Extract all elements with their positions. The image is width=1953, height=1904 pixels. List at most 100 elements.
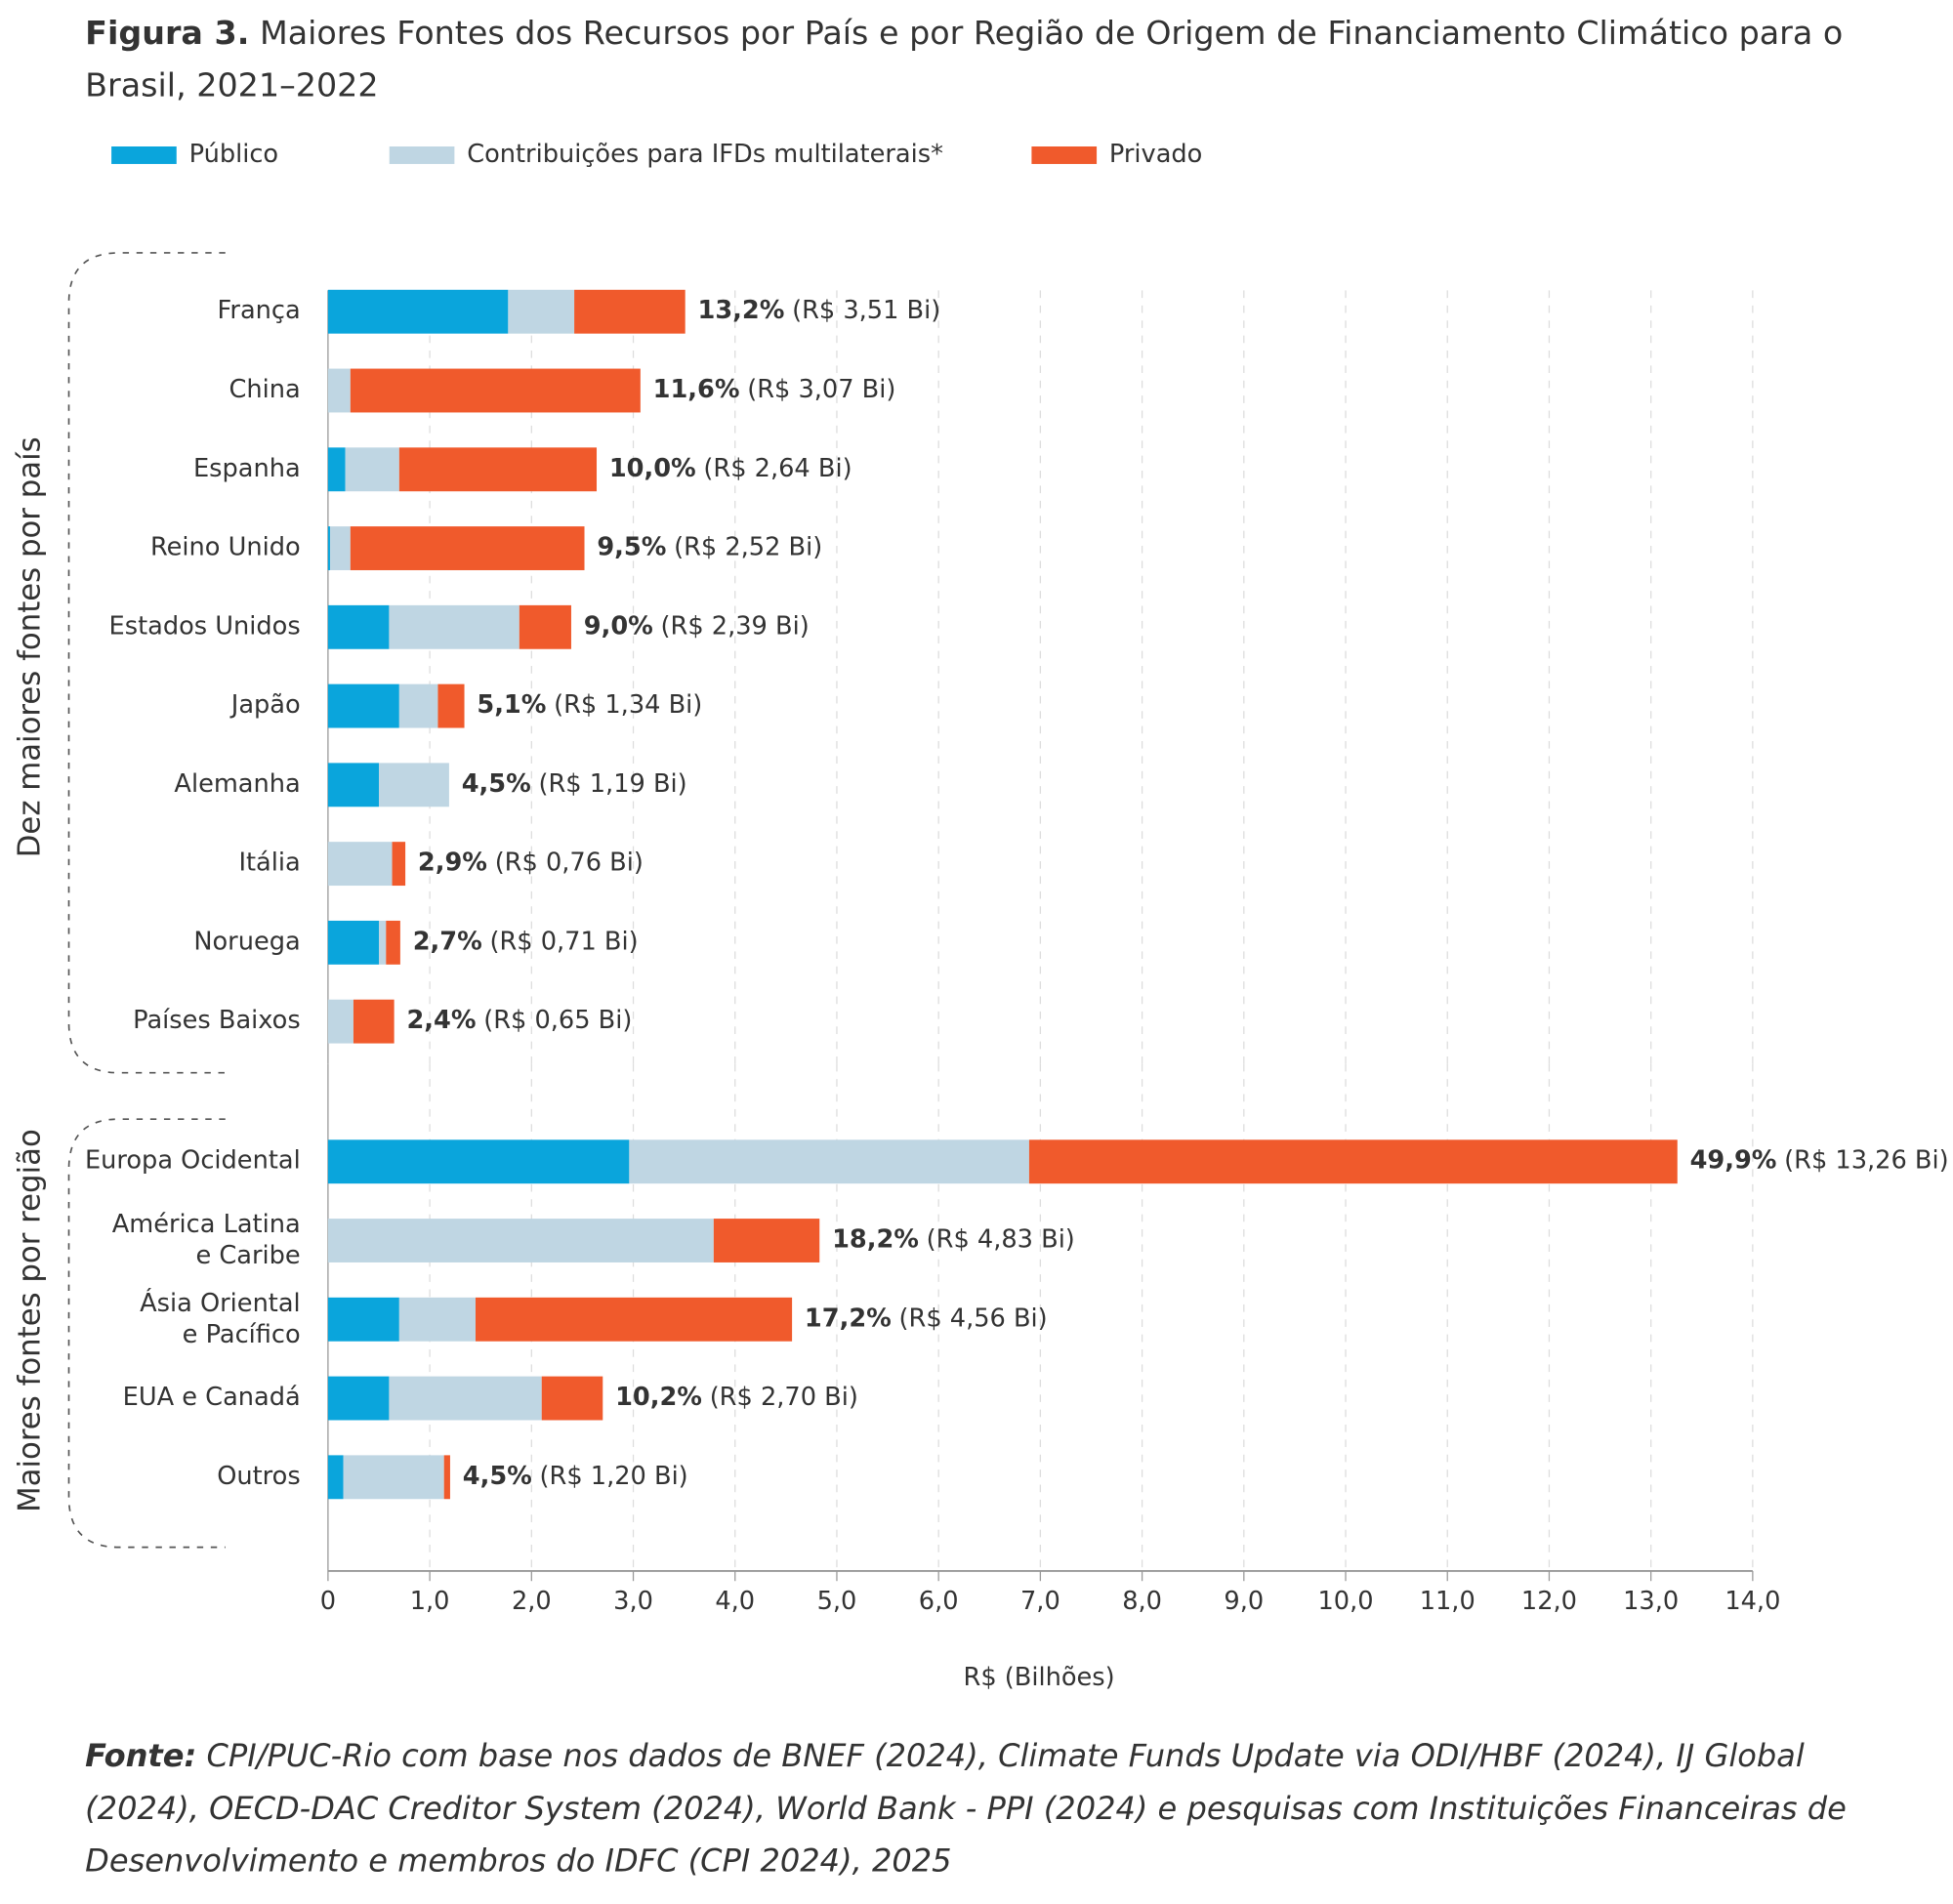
bar-segment — [327, 368, 351, 413]
source-label: Fonte: — [85, 1737, 197, 1774]
total-label: (R$ 4,56 Bi) — [899, 1304, 1048, 1333]
total-label: (R$ 2,52 Bi) — [674, 533, 822, 562]
y-tick-label: Itália — [238, 849, 300, 878]
data-label: 49,9% (R$ 13,26 Bi) — [1690, 1146, 1949, 1176]
data-label: 9,0% (R$ 2,39 Bi) — [584, 611, 810, 641]
bar-segment — [327, 604, 390, 649]
bar-segment — [392, 842, 406, 887]
x-tick-label: 1,0 — [410, 1587, 450, 1616]
total-label: (R$ 0,65 Bi) — [483, 1006, 632, 1035]
y-tick-label: França — [218, 296, 301, 325]
y-tick-label: China — [229, 375, 300, 404]
title: Figura 3. Maiores Fontes dos Recursos po… — [85, 8, 1913, 113]
share-label: 2,7% — [413, 927, 482, 956]
share-label: 9,5% — [597, 533, 666, 562]
bar-segment — [508, 289, 575, 334]
source-box: Fonte: CPI/PUC-Rio com base nos dados de… — [85, 1730, 1926, 1888]
total-label: (R$ 0,71 Bi) — [489, 927, 638, 956]
legend-swatch — [1031, 146, 1098, 164]
data-label: 13,2% (R$ 3,51 Bi) — [698, 296, 941, 325]
x-tick-label: 6,0 — [919, 1587, 959, 1616]
y-tick-label: Europa Ocidental — [85, 1146, 301, 1176]
x-tick-label: 3,0 — [613, 1587, 653, 1616]
y-tick-label: América Latina — [112, 1210, 301, 1239]
bar-segment — [437, 683, 465, 728]
legend-label: Público — [189, 140, 279, 169]
x-tick-label: 12,0 — [1521, 1587, 1577, 1616]
bar-segment — [389, 1376, 542, 1421]
bar-segment — [327, 1297, 399, 1342]
title-text: Maiores Fontes dos Recursos por País e p… — [85, 15, 1844, 105]
bar-segment — [343, 1455, 444, 1500]
total-label: (R$ 0,76 Bi) — [495, 849, 644, 878]
legend-label: Privado — [1109, 140, 1202, 169]
bar-segment — [327, 683, 399, 728]
share-label: 5,1% — [477, 690, 546, 720]
share-label: 11,6% — [653, 375, 740, 404]
x-tick-label: 10,0 — [1317, 1587, 1373, 1616]
bar-segment — [398, 1297, 477, 1342]
group-bracket — [67, 252, 226, 1074]
legend-label: Contribuições para IFDs multilaterais* — [467, 140, 943, 169]
share-label: 4,5% — [463, 1462, 532, 1491]
bar-segment — [350, 526, 585, 570]
y-tick-label: e Caribe — [195, 1241, 300, 1270]
x-tick-label: 8,0 — [1122, 1587, 1162, 1616]
bar-segment — [379, 920, 387, 965]
bar-segment — [327, 1455, 344, 1500]
bar-segment — [327, 842, 393, 887]
total-label: (R$ 2,64 Bi) — [703, 454, 852, 483]
x-tick-label: 5,0 — [817, 1587, 857, 1616]
total-label: (R$ 3,07 Bi) — [747, 375, 895, 404]
bar-segment — [541, 1376, 603, 1421]
bar-segment — [327, 1376, 390, 1421]
y-tick-label: Japão — [229, 690, 301, 720]
share-label: 4,5% — [462, 769, 531, 799]
total-label: (R$ 2,70 Bi) — [710, 1383, 858, 1412]
bar-segment — [327, 1139, 630, 1184]
data-label: 10,2% (R$ 2,70 Bi) — [615, 1383, 858, 1412]
bar-segment — [1028, 1139, 1678, 1184]
group-label: Maiores fontes por região — [13, 1129, 48, 1512]
bar-segment — [398, 447, 598, 492]
data-label: 11,6% (R$ 3,07 Bi) — [653, 375, 896, 404]
bar-segment — [713, 1219, 820, 1262]
x-tick-label: 9,0 — [1224, 1587, 1264, 1616]
y-tick-label: Noruega — [193, 927, 300, 956]
bar-segment — [329, 526, 351, 570]
legend-swatch — [389, 146, 455, 164]
share-label: 18,2% — [832, 1225, 919, 1255]
y-tick-label: Países Baixos — [133, 1006, 301, 1035]
bar-segment — [389, 604, 519, 649]
share-label: 10,2% — [615, 1383, 702, 1412]
data-label: 2,9% (R$ 0,76 Bi) — [418, 849, 644, 878]
x-tick-label: 14,0 — [1724, 1587, 1780, 1616]
y-tick-label: Estados Unidos — [109, 611, 301, 641]
y-tick-label: Alemanha — [174, 769, 300, 799]
share-label: 13,2% — [698, 296, 785, 325]
source-text: CPI/PUC-Rio com base nos dados de BNEF (… — [85, 1737, 1847, 1880]
y-tick-label: e Pacífico — [183, 1320, 301, 1349]
x-tick-label: 13,0 — [1623, 1587, 1679, 1616]
x-tick-label: 2,0 — [512, 1587, 552, 1616]
share-label: 2,9% — [418, 849, 487, 878]
legend-swatch — [111, 146, 177, 164]
group-label: Dez maiores fontes por país — [13, 436, 48, 857]
data-label: 9,5% (R$ 2,52 Bi) — [597, 533, 822, 562]
total-label: (R$ 2,39 Bi) — [661, 611, 810, 641]
bar-segment — [574, 289, 686, 334]
source: Fonte: CPI/PUC-Rio com base nos dados de… — [85, 1730, 1926, 1888]
share-label: 9,0% — [584, 611, 653, 641]
title-prefix: Figura 3. — [85, 15, 250, 53]
y-tick-label: Espanha — [193, 454, 301, 483]
total-label: (R$ 13,26 Bi) — [1784, 1146, 1948, 1176]
bar-segment — [327, 1219, 714, 1262]
total-label: (R$ 1,19 Bi) — [539, 769, 687, 799]
bar-segment — [443, 1455, 450, 1500]
total-label: (R$ 4,83 Bi) — [927, 1225, 1075, 1255]
bar-segment — [327, 763, 380, 807]
total-label: (R$ 1,34 Bi) — [554, 690, 702, 720]
group-bracket — [67, 1118, 226, 1549]
bar-segment — [476, 1297, 793, 1342]
